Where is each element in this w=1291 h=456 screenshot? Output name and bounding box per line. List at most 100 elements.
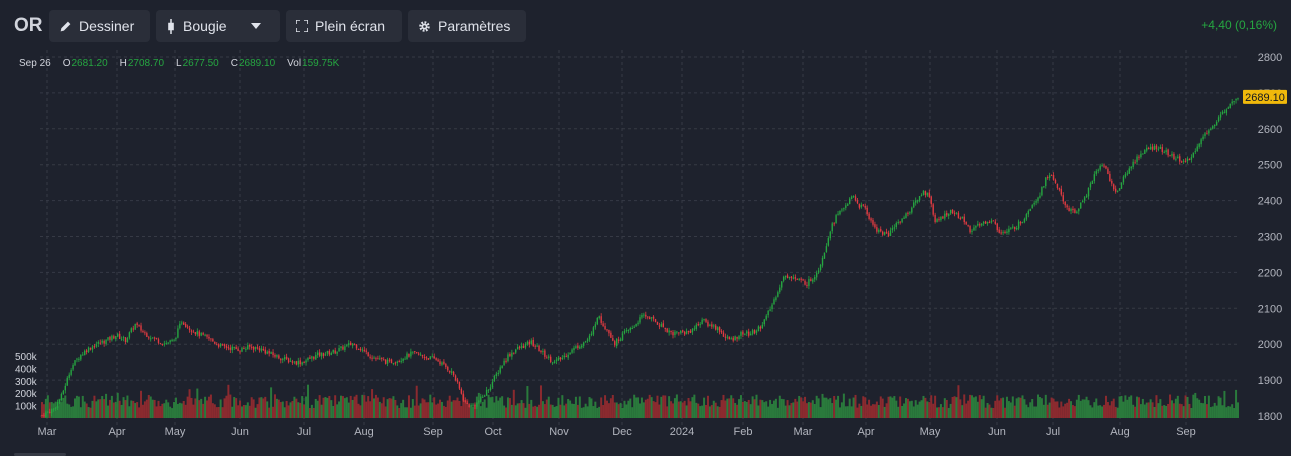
candle-body <box>641 315 643 318</box>
volume-bar <box>761 400 764 418</box>
volume-bar <box>145 399 148 418</box>
candle-body <box>105 339 107 345</box>
candle-body <box>788 277 791 279</box>
volume-bar <box>1194 392 1197 418</box>
volume-bar <box>1172 403 1175 418</box>
volume-bar <box>473 405 476 418</box>
volume-bar <box>330 400 333 418</box>
candle-body <box>874 224 876 228</box>
candle-body <box>528 341 531 345</box>
fullscreen-button[interactable]: Plein écran <box>286 10 402 42</box>
volume-bar <box>159 406 162 418</box>
candle-body <box>344 346 346 350</box>
volume-bar <box>506 397 509 418</box>
volume-bar <box>957 385 960 418</box>
candle-body <box>913 202 915 208</box>
candle-body <box>511 352 513 357</box>
candle-body <box>256 347 259 349</box>
volume-bar <box>1198 399 1201 418</box>
candle-body <box>522 346 525 349</box>
scroll-handle[interactable] <box>14 453 66 456</box>
candle-body <box>926 192 929 196</box>
candle-body <box>332 349 334 353</box>
volume-bar <box>804 396 807 418</box>
candle-body <box>680 330 682 333</box>
volume-bar <box>225 395 228 418</box>
volume-bar <box>536 406 539 418</box>
volume-bar <box>1027 407 1030 418</box>
volume-bar <box>646 398 649 418</box>
volume-bar <box>1064 403 1067 418</box>
candle-body <box>825 246 828 253</box>
volume-bar <box>710 405 713 418</box>
last-price-label: 2689.10 <box>1245 92 1285 104</box>
volume-bar <box>184 404 187 418</box>
candle-body <box>955 212 958 214</box>
candle-body <box>505 360 507 362</box>
volume-bar <box>974 396 977 418</box>
volume-bar <box>990 407 993 418</box>
candle-body <box>1066 205 1068 208</box>
candle-body <box>1165 150 1167 153</box>
time-tick-13: Apr <box>857 426 874 438</box>
volume-bar <box>1157 403 1160 418</box>
volume-bar <box>190 397 193 418</box>
price-tick-7: 2100 <box>1258 303 1282 315</box>
candle-body <box>303 361 305 364</box>
candle-body <box>169 340 171 343</box>
volume-bar <box>582 407 585 418</box>
volume-bar <box>134 402 137 418</box>
volume-bar <box>450 401 453 418</box>
volume-bar <box>939 404 942 418</box>
candle-body <box>235 346 237 350</box>
volume-bar <box>617 404 620 418</box>
volume-bar <box>1112 398 1115 418</box>
volume-bar <box>526 386 529 418</box>
candle-body <box>66 377 68 386</box>
candle-body <box>678 332 680 334</box>
volume-bar <box>854 394 857 418</box>
candle-body <box>120 338 123 340</box>
volume-bar <box>1213 402 1216 418</box>
volume-bar <box>1101 406 1104 418</box>
candle-body <box>163 343 166 345</box>
volume-bar <box>1087 400 1090 418</box>
volume-bar <box>260 397 263 418</box>
volume-bar <box>961 405 964 418</box>
volume-bar <box>621 407 624 418</box>
candle-body <box>637 322 639 325</box>
volume-bar <box>699 406 702 418</box>
volume-bar <box>99 399 102 418</box>
volume-bar <box>598 406 601 418</box>
candle-body <box>674 331 676 336</box>
candle-body <box>786 275 789 279</box>
volume-bar <box>1106 402 1109 418</box>
candle-body <box>701 319 703 325</box>
volume-bar <box>242 404 245 418</box>
volume-bar <box>866 404 869 418</box>
candle-body <box>652 316 655 319</box>
candle-body <box>58 399 61 403</box>
volume-bar <box>928 402 931 418</box>
volume-bar <box>83 401 86 418</box>
volume-bar <box>716 406 719 418</box>
candle-body <box>1058 188 1061 190</box>
candle-body <box>614 341 616 346</box>
candle-body <box>944 213 946 219</box>
volume-bar <box>871 404 874 418</box>
volume-bar <box>334 395 337 418</box>
settings-button[interactable]: Paramètres <box>408 10 526 42</box>
volume-bar <box>1005 396 1008 418</box>
volume-bar <box>969 394 972 418</box>
draw-button[interactable]: Dessiner <box>49 10 150 42</box>
volume-bar <box>116 392 119 418</box>
chart-style-dropdown[interactable]: Bougie <box>156 10 280 42</box>
volume-bar <box>1021 395 1024 418</box>
volume-bar <box>114 401 117 418</box>
volume-bar <box>1017 397 1020 418</box>
candle-body <box>204 334 206 336</box>
volume-bar <box>1155 395 1158 418</box>
candle-body <box>691 329 694 333</box>
top-toolbar: OR Dessiner Bougie Plein écran Paramètre… <box>0 0 1291 50</box>
